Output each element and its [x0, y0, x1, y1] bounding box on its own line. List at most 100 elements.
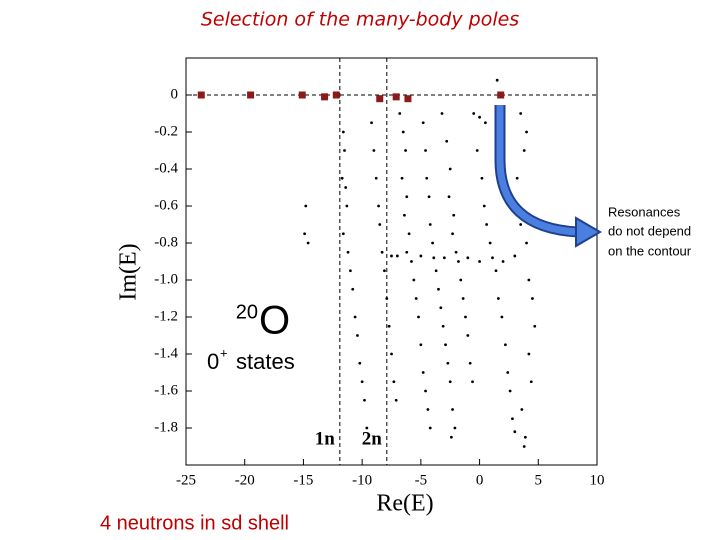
y-tick-label: -1.4: [154, 345, 178, 361]
pole-dot: [425, 176, 429, 180]
pole-dot: [480, 176, 484, 180]
pole-dot: [378, 223, 382, 226]
pole-dot: [484, 121, 487, 125]
pole-dot: [424, 389, 427, 393]
pole-marker: [298, 91, 306, 99]
pole-dot: [522, 445, 526, 448]
pole-dot: [525, 130, 528, 134]
pole-dot: [426, 408, 430, 411]
pole-dot: [349, 269, 352, 273]
pole-dot: [466, 256, 470, 260]
pole-dot: [434, 269, 438, 273]
pole-dot: [520, 408, 524, 411]
pole-dot: [365, 426, 369, 430]
pole-dot: [385, 297, 389, 300]
pole-dot: [482, 204, 486, 208]
pole-dot: [410, 260, 413, 263]
pole-dot: [447, 195, 451, 199]
pole-dot: [432, 256, 436, 260]
x-tick-label: -15: [293, 472, 313, 488]
pole-dot: [370, 121, 373, 125]
pole-dot: [372, 149, 376, 152]
pole-dot: [387, 324, 391, 328]
y-tick-label: -0.4: [154, 160, 178, 176]
y-tick-label: -1.8: [154, 419, 178, 435]
pole-dot: [445, 139, 449, 143]
y-tick-label: -0.6: [154, 197, 178, 213]
pole-dot: [468, 361, 472, 365]
pole-dot: [488, 241, 492, 245]
pole-marker: [247, 91, 255, 99]
pole-dot: [419, 343, 423, 347]
pole-dot: [303, 232, 307, 236]
y-tick-label: -1.2: [154, 308, 178, 324]
pole-dot: [448, 167, 452, 171]
pole-marker: [321, 93, 329, 101]
pole-dot: [363, 398, 366, 402]
pole-dot: [519, 223, 523, 226]
pole-dot: [472, 112, 476, 115]
y-tick-label: -0.2: [154, 123, 178, 139]
pole-dot: [440, 112, 444, 115]
pole-dot: [496, 297, 500, 300]
pole-dot: [424, 149, 427, 152]
pole-dot: [441, 324, 445, 328]
pole-dot: [501, 260, 505, 263]
pole-dot: [405, 250, 409, 254]
pole-dot: [451, 232, 454, 236]
pole-dot: [383, 269, 386, 273]
y-axis-label: Im(E): [116, 243, 142, 300]
pole-dot: [419, 254, 423, 258]
pole-dot: [478, 260, 481, 263]
pole-marker: [497, 91, 505, 99]
pole-marker: [392, 93, 400, 101]
parity: +: [220, 345, 228, 360]
pole-dot: [451, 408, 454, 411]
pole-dot: [485, 223, 489, 226]
pole-dot: [525, 241, 528, 245]
pole-dot: [500, 315, 504, 319]
y-tick-label: -1.0: [154, 271, 178, 287]
pole-dot: [345, 204, 349, 208]
pole-dot: [437, 287, 440, 291]
pole-dot: [341, 232, 345, 236]
pole-dot: [444, 343, 447, 347]
pole-dot: [519, 112, 523, 115]
x-tick-label: -20: [235, 472, 255, 488]
pole-dot: [475, 149, 479, 152]
pole-dot: [358, 361, 362, 365]
pole-dot: [405, 195, 409, 199]
pole-dot: [442, 256, 446, 260]
pole-dot: [527, 278, 531, 282]
x-axis-label: Re(E): [376, 491, 433, 517]
y-tick-label: 0: [171, 86, 179, 102]
pole-dot: [527, 352, 531, 356]
threshold-label: 1n: [315, 428, 336, 449]
pole-dot: [513, 254, 517, 258]
pole-dot: [394, 398, 398, 402]
pole-dot: [511, 417, 514, 421]
pole-dot: [390, 254, 393, 258]
y-tick-label: -1.6: [154, 382, 178, 398]
pole-dot: [353, 315, 357, 319]
pole-dot: [494, 269, 498, 273]
x-tick-label: 5: [535, 472, 543, 488]
states-label: states: [236, 349, 295, 374]
pole-dot: [428, 426, 432, 430]
pole-dot: [508, 389, 512, 393]
pole-dot: [427, 195, 431, 199]
pole-dot: [400, 176, 404, 180]
pole-dot: [306, 241, 310, 245]
pole-marker: [404, 95, 412, 103]
pole-dot: [457, 260, 460, 263]
pole-dot: [523, 435, 527, 439]
pole-dot: [341, 130, 345, 134]
pole-dot: [439, 306, 443, 310]
threshold-label: 2n: [362, 428, 383, 449]
slide-title: Selection of the many-body poles: [201, 9, 519, 31]
pole-dot: [513, 430, 517, 434]
pole-dot: [454, 250, 458, 254]
pole-dot: [531, 297, 534, 300]
pole-dot: [459, 278, 463, 282]
